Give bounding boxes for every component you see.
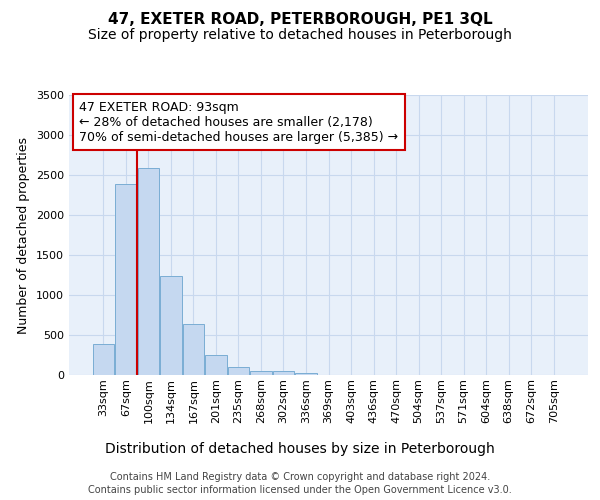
Text: Contains HM Land Registry data © Crown copyright and database right 2024.: Contains HM Land Registry data © Crown c… bbox=[110, 472, 490, 482]
Bar bbox=[273, 371, 294, 375]
Bar bbox=[92, 344, 114, 375]
Text: Size of property relative to detached houses in Peterborough: Size of property relative to detached ho… bbox=[88, 28, 512, 42]
Bar bbox=[228, 368, 249, 375]
Y-axis label: Number of detached properties: Number of detached properties bbox=[17, 136, 31, 334]
Bar bbox=[295, 372, 317, 375]
Bar bbox=[115, 184, 137, 375]
Text: Distribution of detached houses by size in Peterborough: Distribution of detached houses by size … bbox=[105, 442, 495, 456]
Bar bbox=[250, 370, 272, 375]
Text: 47 EXETER ROAD: 93sqm
← 28% of detached houses are smaller (2,178)
70% of semi-d: 47 EXETER ROAD: 93sqm ← 28% of detached … bbox=[79, 100, 398, 144]
Text: 47, EXETER ROAD, PETERBOROUGH, PE1 3QL: 47, EXETER ROAD, PETERBOROUGH, PE1 3QL bbox=[107, 12, 493, 28]
Bar bbox=[205, 355, 227, 375]
Bar bbox=[182, 324, 204, 375]
Bar bbox=[160, 276, 182, 375]
Bar bbox=[137, 168, 159, 375]
Text: Contains public sector information licensed under the Open Government Licence v3: Contains public sector information licen… bbox=[88, 485, 512, 495]
